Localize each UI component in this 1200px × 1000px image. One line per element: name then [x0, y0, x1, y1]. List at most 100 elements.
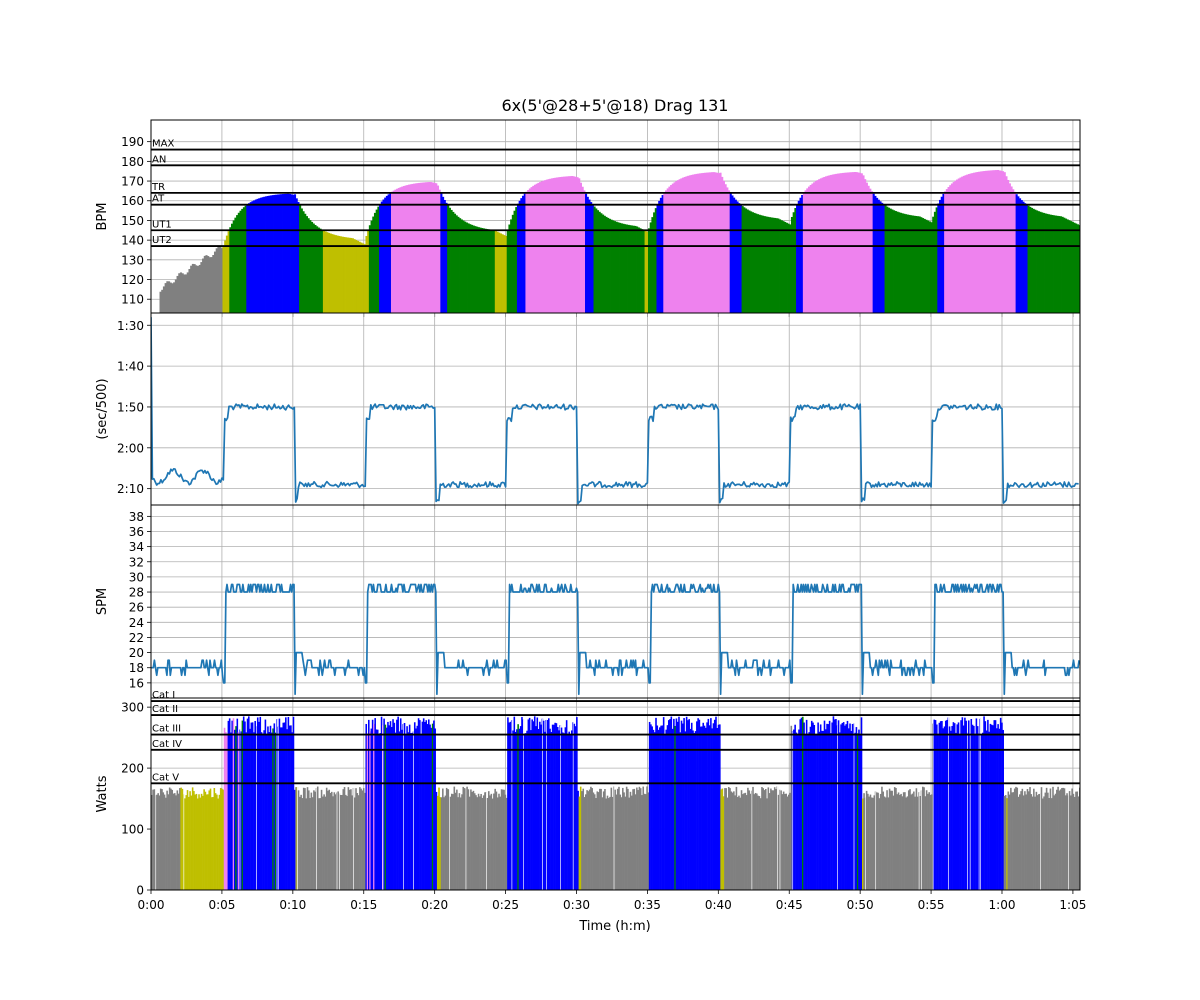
power-bar [618, 786, 620, 890]
power-bar [1061, 787, 1063, 890]
power-bar [772, 790, 775, 890]
power-bar [744, 792, 747, 890]
hr-bar [915, 216, 918, 313]
hr-bar [265, 196, 268, 313]
power-bar [615, 794, 618, 890]
hr-bar [673, 182, 676, 313]
power-bar [207, 794, 209, 890]
power-bar [253, 732, 255, 890]
hr-bar [413, 183, 416, 313]
power-bar [868, 796, 870, 890]
power-gap [403, 724, 404, 890]
hr-bar [998, 170, 1001, 313]
power-bar [175, 795, 177, 890]
x-tick-label: 0:05 [208, 898, 235, 912]
power-bar [707, 718, 710, 890]
power-bar [325, 787, 328, 890]
power-bar [996, 728, 998, 890]
hr-bar [872, 193, 875, 313]
power-bar [942, 728, 944, 890]
hr-bar [297, 202, 300, 313]
hr-bar [976, 172, 979, 313]
power-bar [387, 721, 389, 890]
hr-bar [561, 176, 564, 313]
power-bar [362, 788, 365, 890]
power-bar [802, 716, 804, 890]
stroke-rate-y-tick-label: 18 [129, 661, 144, 675]
power-bar [537, 729, 540, 890]
hr-bar [523, 193, 526, 313]
hr-bar [421, 182, 424, 313]
power-bar [308, 790, 310, 890]
power-bar [909, 789, 911, 890]
power-bar [517, 724, 519, 890]
power-bar [988, 731, 990, 890]
hr-bar [533, 184, 537, 313]
power-bar [628, 797, 630, 890]
hr-bar [942, 193, 945, 313]
power-bar [637, 790, 639, 890]
power-bar [904, 792, 906, 890]
power-bar [475, 795, 477, 890]
hr-bar [1063, 217, 1066, 313]
power-bar [181, 788, 184, 890]
power-bar [415, 728, 417, 890]
power-bar [897, 792, 900, 890]
power-bar [602, 791, 605, 890]
power-bar [753, 794, 756, 890]
hr-bar [169, 282, 172, 313]
hr-bar [634, 225, 637, 313]
power-bar [692, 730, 694, 890]
power-bar [770, 788, 772, 890]
power-bar [679, 732, 682, 890]
hr-bar [836, 173, 840, 313]
hr-bar [249, 202, 252, 313]
hr-bar [380, 201, 383, 313]
x-tick-label: 0:30 [563, 898, 590, 912]
hr-bar [290, 194, 293, 313]
pace-y-tick-label: 1:40 [117, 360, 144, 374]
hr-bar [426, 182, 429, 313]
power-bar [324, 796, 327, 890]
power-bar [536, 717, 539, 890]
power-bar [509, 721, 512, 890]
hr-bar [1039, 211, 1042, 313]
hr-bar [1013, 191, 1017, 313]
power-bar [1033, 788, 1035, 890]
hr-bar [436, 185, 440, 313]
power-bar [421, 721, 424, 890]
power-bar [782, 791, 785, 890]
power-gap [511, 720, 513, 890]
power-bar [450, 793, 453, 890]
power-bar [1017, 796, 1020, 890]
hr-bar [384, 197, 387, 313]
power-bar [433, 720, 435, 890]
hr-bar [870, 191, 874, 313]
hr-bar [630, 225, 634, 313]
power-bar [593, 794, 596, 890]
power-bar [921, 786, 924, 890]
hr-bar [336, 235, 339, 313]
hr-bar [322, 230, 326, 313]
power-bar [339, 795, 342, 890]
power-bar [914, 796, 916, 890]
power-bar [981, 732, 984, 890]
power-bar [285, 717, 287, 890]
hr-bar [704, 172, 707, 313]
power-bar [361, 790, 364, 890]
stroke-rate-series [151, 583, 1080, 696]
power-bar [1038, 794, 1040, 890]
power-bar [601, 797, 604, 890]
hr-bar [477, 227, 480, 313]
hr-bar [862, 175, 865, 313]
power-bar [306, 787, 309, 890]
power-bar [881, 786, 883, 890]
power-bar [997, 724, 999, 890]
power-bar [194, 794, 196, 890]
power-bar [1007, 791, 1010, 890]
hr-bar [452, 211, 455, 313]
power-bar [322, 796, 324, 890]
power-bar [394, 732, 397, 890]
hr-bar [273, 194, 276, 313]
